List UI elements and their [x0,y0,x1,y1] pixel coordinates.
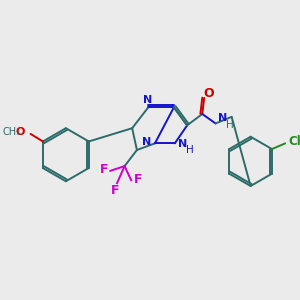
Text: F: F [111,184,119,197]
Text: N: N [143,95,152,105]
Text: F: F [134,173,142,186]
Text: Cl: Cl [288,135,300,148]
Text: N: N [142,137,151,147]
Text: CH₃: CH₃ [2,127,21,137]
Text: N: N [218,113,227,123]
Text: N: N [178,139,187,149]
Text: H: H [186,145,194,155]
Text: H: H [226,120,234,130]
Text: O: O [204,87,214,100]
Text: F: F [100,164,108,176]
Text: O: O [16,127,25,137]
